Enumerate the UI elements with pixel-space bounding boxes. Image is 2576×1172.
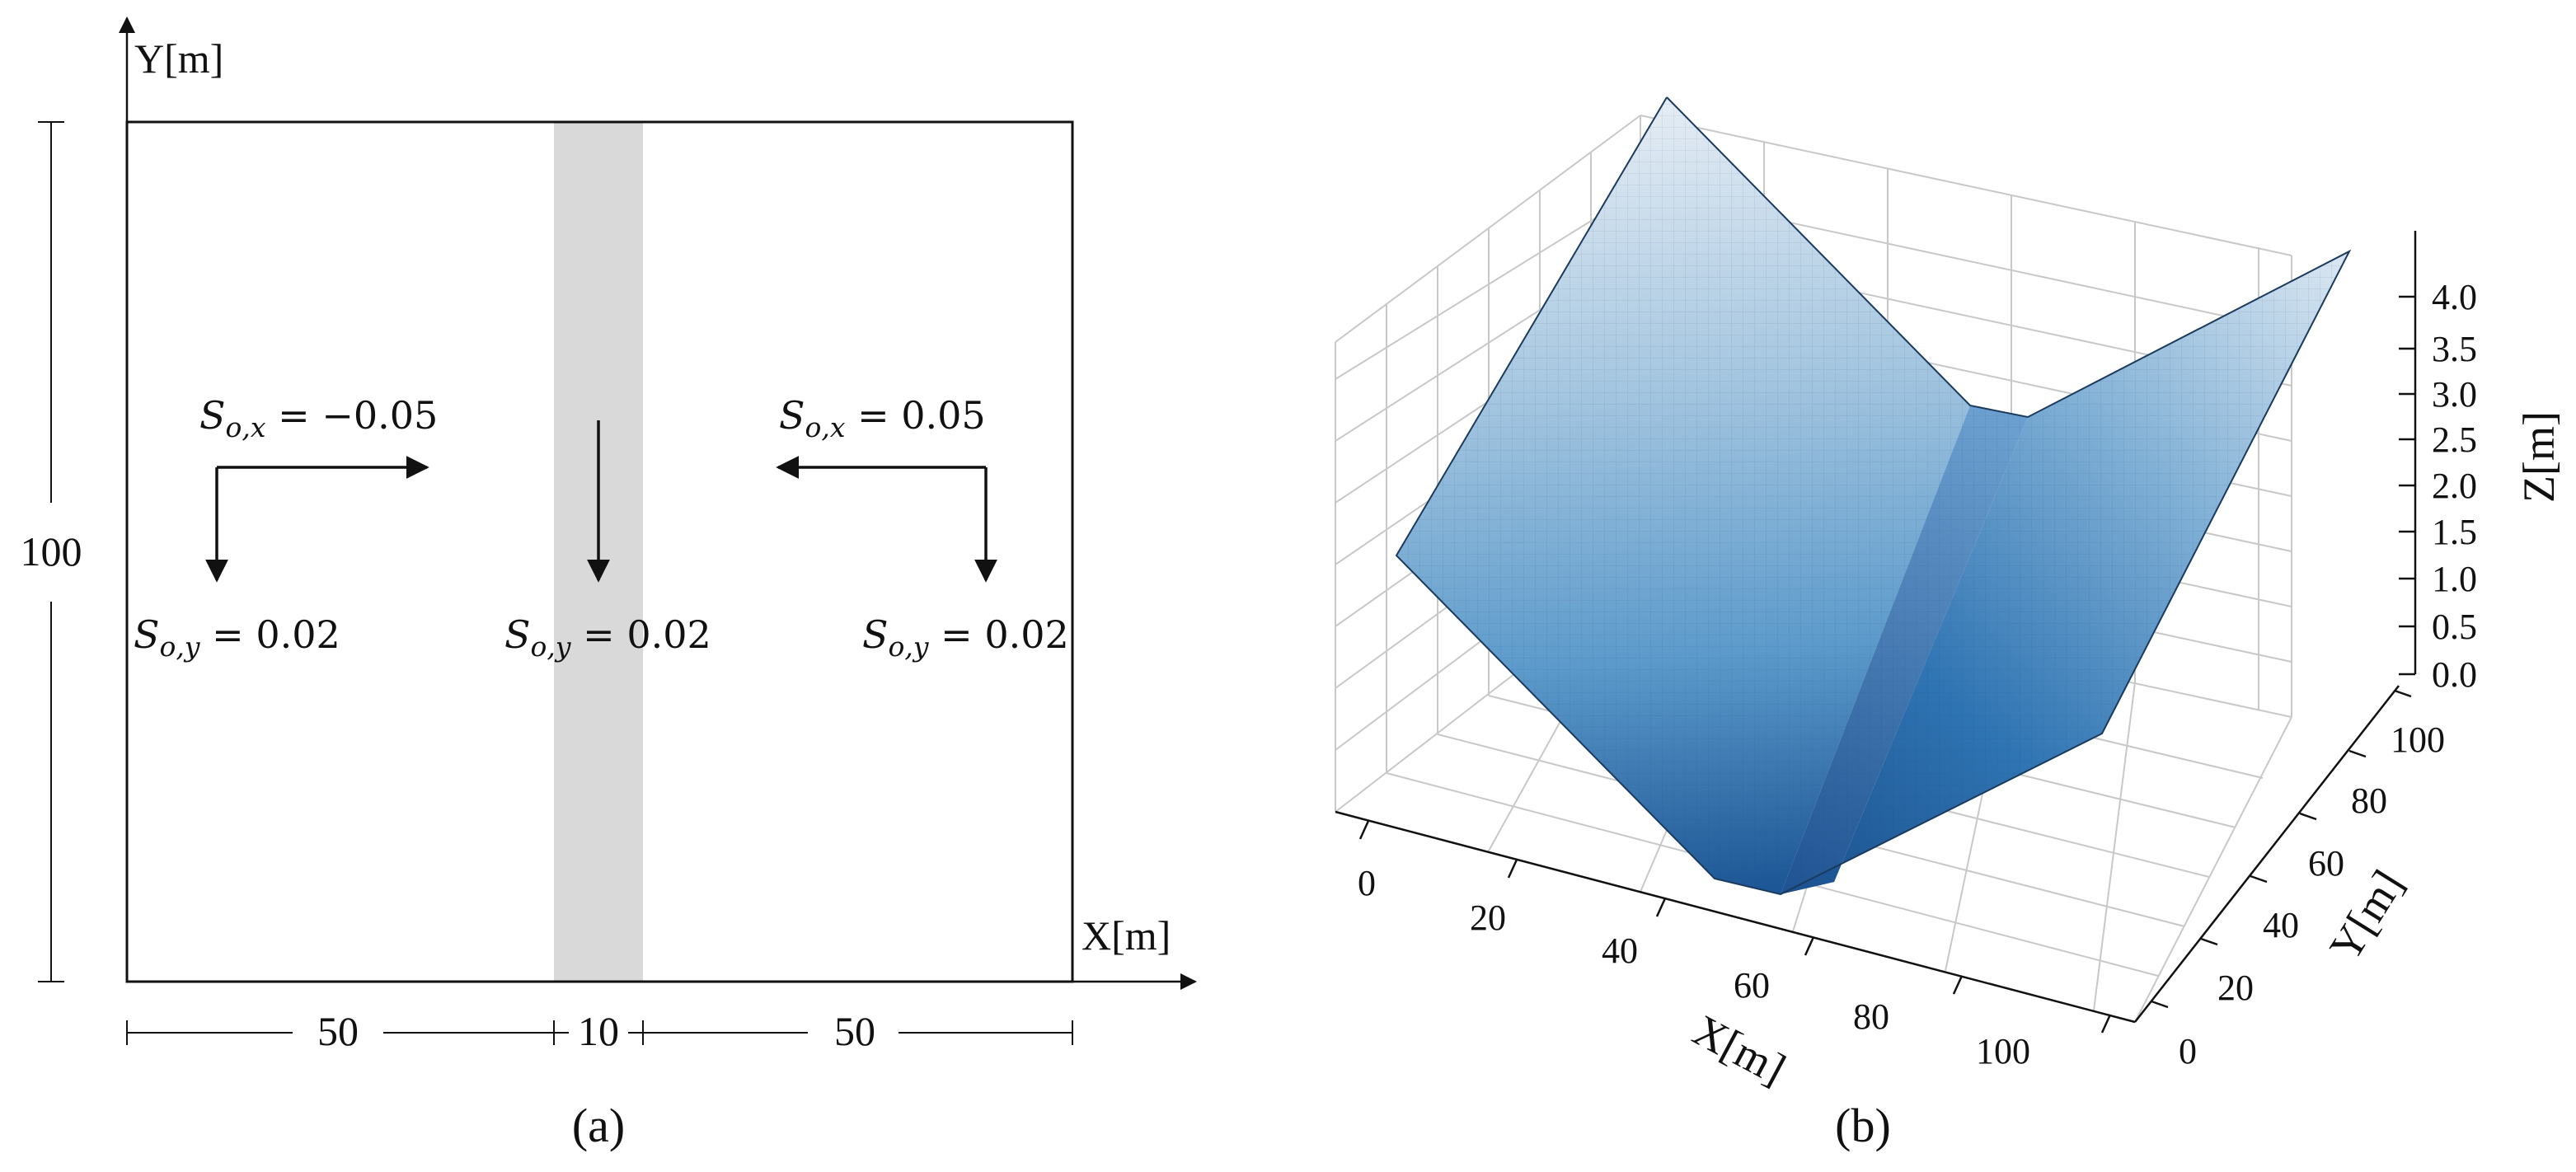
x-tick-label: 20 (1470, 898, 1506, 938)
z-tick-label: 3.5 (2432, 329, 2477, 369)
panel-a: Y[m] X[m] 100 50 10 50 (21, 16, 1197, 1152)
x-tick-label: 60 (1734, 965, 1770, 1006)
panel-b: 0 20 40 60 80 100 0 20 40 60 80 100 0.0 … (1335, 96, 2564, 1152)
width-dim-left: 50 (317, 1008, 359, 1054)
width-dim-right: 50 (834, 1008, 875, 1054)
z-tick-labels: 0.0 0.5 1.0 1.5 2.0 2.5 3.0 3.5 4.0 (2432, 277, 2477, 695)
z-tick-label: 0.5 (2432, 607, 2477, 647)
y-tick-label: 40 (2263, 905, 2299, 945)
slope-arrows (205, 420, 997, 583)
x-tick-label: 0 (1358, 863, 1376, 903)
right-slope-x-label: So,x = 0.05 (779, 393, 986, 443)
right-slope-y-label: So,y = 0.02 (862, 612, 1069, 663)
z-tick-label: 2.5 (2432, 420, 2477, 460)
y-tick-label: 20 (2217, 968, 2254, 1008)
x-tick-label: 80 (1853, 996, 1889, 1037)
z-tick-label: 1.5 (2432, 512, 2477, 552)
height-dimension (38, 121, 64, 982)
z-tick-label: 4.0 (2432, 277, 2477, 317)
caption-a: (a) (572, 1099, 625, 1152)
x-tick-label: 40 (1602, 931, 1638, 971)
left-slope-x-label: So,x = −0.05 (199, 393, 438, 443)
mid-slope-y-label: So,y = 0.02 (504, 612, 711, 663)
height-dim-label: 100 (21, 528, 82, 574)
y-tick-label: 60 (2308, 843, 2344, 884)
left-slope-y-label: So,y = 0.02 (134, 612, 340, 663)
z-ticks (2399, 295, 2415, 676)
x-tick-label: 100 (1976, 1031, 2030, 1071)
surface (1395, 96, 2352, 896)
x-ticks (1358, 820, 2112, 1034)
z-tick-label: 3.0 (2432, 374, 2477, 415)
y-tick-label: 100 (2391, 720, 2445, 760)
x-axis-label: X[m] (1082, 912, 1171, 959)
y-tick-label: 80 (2351, 781, 2387, 821)
caption-b: (b) (1835, 1099, 1891, 1152)
x-axis-title: X[m] (1685, 1006, 1793, 1095)
x-axis-line (1335, 810, 2136, 1024)
z-tick-label: 2.0 (2432, 466, 2477, 506)
y-axis-label: Y[m] (134, 35, 223, 82)
y-ticks (2151, 689, 2412, 1009)
z-tick-label: 1.0 (2432, 559, 2477, 599)
y-tick-label: 0 (2179, 1031, 2197, 1071)
axis-lines (1335, 231, 2417, 1024)
width-dimension (126, 1020, 1073, 1045)
y-tick-labels: 0 20 40 60 80 100 (2179, 720, 2445, 1071)
y-axis-line (2134, 685, 2400, 1023)
z-tick-label: 0.0 (2432, 654, 2477, 695)
x-tick-labels: 0 20 40 60 80 100 (1358, 863, 2030, 1071)
z-axis-title: Z[m] (2514, 411, 2564, 503)
width-dim-channel: 10 (578, 1008, 619, 1054)
